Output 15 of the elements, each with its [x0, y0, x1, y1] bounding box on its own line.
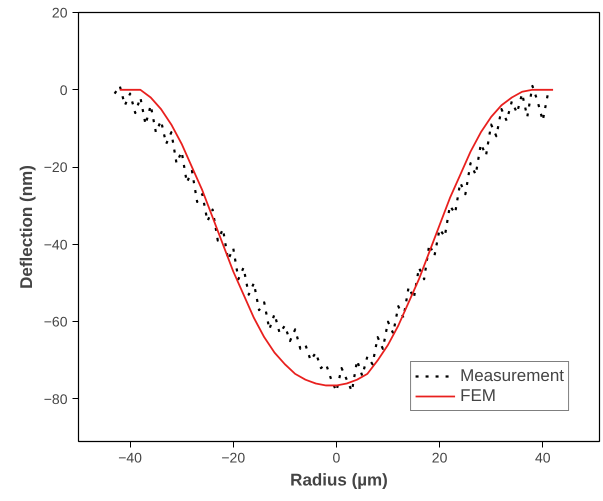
x-tick-label: −40 — [118, 450, 142, 466]
y-tick-label: −20 — [44, 159, 68, 176]
x-tick-label: 40 — [534, 450, 551, 466]
legend-label: Measurement — [460, 366, 564, 386]
y-tick-label: −80 — [44, 390, 68, 407]
y-tick-label: −40 — [44, 236, 68, 252]
y-tick-label: 20 — [52, 4, 68, 20]
x-tick-label: 20 — [432, 450, 448, 466]
y-tick-label: −60 — [44, 314, 68, 330]
x-tick-label: 0 — [332, 450, 341, 466]
y-axis-title: Deflection (nm) — [16, 165, 36, 289]
y-tick-label: 0 — [60, 82, 68, 98]
x-axis-title: Radius (µm) — [290, 470, 388, 490]
x-tick-label: −20 — [221, 450, 246, 466]
legend-label: FEM — [460, 386, 496, 406]
